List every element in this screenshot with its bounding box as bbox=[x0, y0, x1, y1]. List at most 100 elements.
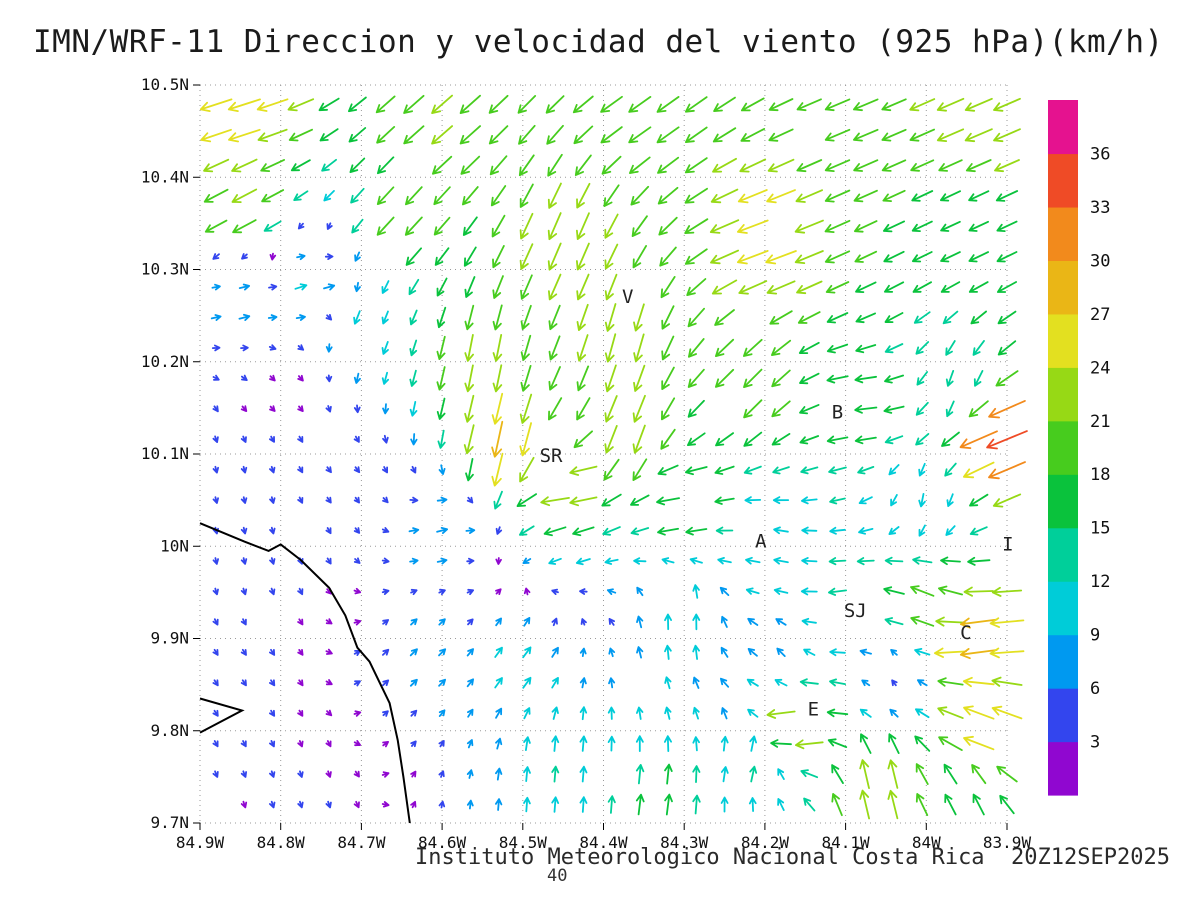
grid-lines bbox=[199, 84, 1008, 824]
wind-arrow bbox=[493, 490, 503, 510]
wind-arrow bbox=[773, 556, 789, 565]
wind-arrow bbox=[737, 189, 768, 204]
wind-arrow bbox=[212, 648, 219, 656]
colorbar-label: 6 bbox=[1090, 679, 1100, 699]
wind-arrow bbox=[269, 648, 276, 656]
wind-arrow bbox=[800, 769, 819, 779]
wind-arrow bbox=[825, 281, 850, 294]
wind-arrow bbox=[914, 735, 931, 752]
wind-arrow bbox=[684, 157, 708, 174]
wind-arrow bbox=[745, 587, 760, 595]
wind-arrow bbox=[382, 466, 388, 474]
wind-arrow bbox=[410, 433, 418, 446]
wind-arrow bbox=[912, 281, 932, 293]
wind-arrow bbox=[773, 526, 789, 535]
wind-arrow bbox=[325, 557, 332, 565]
wind-arrow bbox=[495, 707, 503, 719]
wind-arrow bbox=[409, 678, 418, 687]
wind-arrow bbox=[267, 314, 278, 321]
wind-arrow bbox=[801, 526, 818, 535]
wind-arrow bbox=[263, 220, 282, 232]
wind-arrow bbox=[943, 763, 958, 785]
wind-arrow bbox=[325, 466, 332, 474]
y-tick-label: 9.8N bbox=[150, 721, 189, 740]
wind-arrow bbox=[269, 557, 276, 565]
wind-arrow bbox=[884, 374, 904, 384]
wind-arrow bbox=[881, 128, 907, 142]
wind-arrow bbox=[297, 709, 304, 717]
wind-arrow bbox=[942, 310, 959, 325]
wind-arrow bbox=[748, 797, 757, 812]
wind-arrow bbox=[918, 462, 926, 477]
wind-arrow bbox=[828, 557, 847, 566]
wind-arrow bbox=[495, 526, 503, 535]
wind-arrow bbox=[464, 394, 475, 423]
wind-arrow bbox=[523, 736, 531, 751]
wind-arrow bbox=[964, 128, 993, 143]
wind-arrow bbox=[324, 253, 334, 260]
wind-arrow bbox=[297, 800, 304, 809]
wind-arrow bbox=[463, 424, 475, 455]
wind-arrow bbox=[436, 366, 446, 391]
wind-arrow bbox=[269, 770, 276, 778]
wind-arrow bbox=[410, 800, 417, 809]
wind-arrow bbox=[268, 344, 277, 351]
wind-arrow bbox=[551, 706, 559, 720]
y-tick-label: 9.7N bbox=[150, 813, 189, 832]
wind-arrow bbox=[354, 251, 361, 262]
wind-arrow bbox=[228, 128, 261, 143]
wind-arrow bbox=[551, 677, 559, 689]
wind-arrow bbox=[297, 435, 304, 443]
wind-arrow bbox=[858, 527, 874, 535]
wind-arrow bbox=[968, 281, 989, 293]
coastline-path bbox=[199, 522, 411, 824]
wind-arrow bbox=[989, 647, 1025, 659]
wind-arrow bbox=[910, 615, 935, 627]
wind-arrow bbox=[913, 311, 931, 324]
wind-arrow bbox=[803, 648, 816, 656]
wind-arrow bbox=[859, 708, 872, 718]
wind-arrow bbox=[743, 368, 763, 388]
wind-arrow bbox=[766, 280, 796, 295]
wind-arrow bbox=[972, 793, 985, 816]
wind-arrow bbox=[824, 189, 851, 203]
wind-arrow bbox=[938, 736, 963, 751]
wind-arrow bbox=[241, 374, 248, 381]
axis-ticks-and-labels: 84.9W 84.8W 84.7W 84.6W 84.5W 84.4W 84.3W 84.2W… bbox=[141, 75, 1032, 852]
wind-arrow bbox=[856, 557, 875, 566]
wind-arrow bbox=[630, 185, 650, 206]
wind-arrow bbox=[993, 97, 1021, 112]
station-label: SJ bbox=[844, 600, 867, 622]
colorbar-block bbox=[1048, 634, 1078, 689]
wind-arrow bbox=[348, 127, 367, 143]
wind-arrow bbox=[297, 222, 305, 230]
wind-arrow bbox=[462, 186, 479, 206]
wind-arrow bbox=[909, 98, 936, 112]
x-tick-label: 84.8W bbox=[257, 833, 306, 852]
wind-arrow bbox=[323, 283, 336, 291]
wind-arrow bbox=[853, 159, 879, 172]
wind-arrow bbox=[551, 796, 560, 813]
wind-arrow bbox=[831, 793, 843, 817]
wind-arrow bbox=[232, 219, 257, 234]
wind-arrow bbox=[579, 647, 587, 657]
wind-arrow bbox=[883, 405, 905, 414]
wind-arrow bbox=[737, 219, 769, 234]
wind-arrow bbox=[325, 770, 332, 778]
wind-arrow bbox=[491, 420, 504, 458]
wind-arrow bbox=[240, 557, 248, 565]
wind-arrow bbox=[409, 309, 418, 326]
wind-arrow bbox=[606, 588, 617, 595]
wind-arrow bbox=[800, 587, 818, 596]
wind-arrow bbox=[382, 648, 390, 656]
colorbar-label: 12 bbox=[1090, 572, 1110, 592]
wind-arrow bbox=[520, 365, 532, 392]
wind-arrow bbox=[297, 679, 304, 687]
chart-title: IMN/WRF-11 Direccion y velocidad del vie… bbox=[33, 24, 1164, 60]
wind-arrow bbox=[231, 188, 258, 203]
wind-arrow bbox=[909, 128, 935, 142]
wind-arrow bbox=[410, 740, 417, 748]
wind-arrow bbox=[661, 335, 675, 361]
wind-arrow bbox=[829, 496, 846, 505]
wind-arrow bbox=[489, 155, 508, 176]
